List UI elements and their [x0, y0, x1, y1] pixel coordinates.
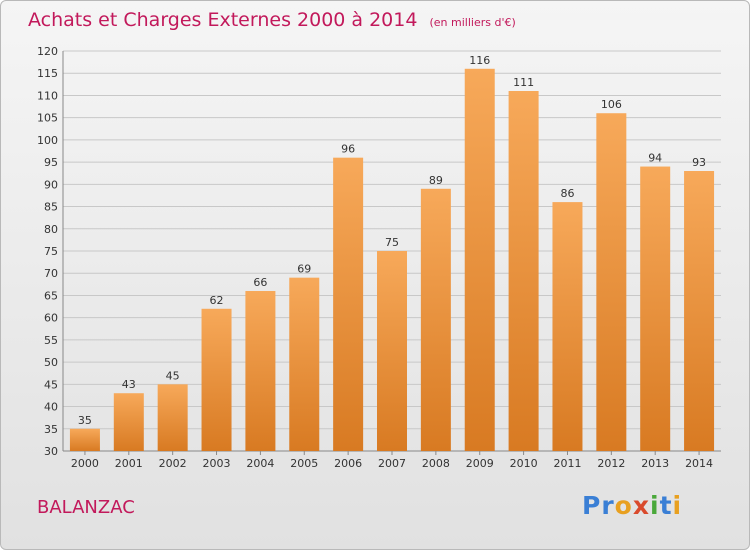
bar-value-label: 111: [513, 76, 534, 89]
x-tick-label: 2014: [685, 457, 713, 470]
logo-letter: x: [632, 491, 650, 520]
logo-letter: i: [650, 491, 660, 520]
bar: [245, 291, 276, 451]
bar: [201, 308, 232, 451]
x-tick-label: 2003: [203, 457, 231, 470]
bar: [552, 202, 583, 451]
y-tick-label: 75: [44, 245, 58, 258]
bar-value-label: 106: [601, 98, 622, 111]
x-tick-label: 2010: [510, 457, 538, 470]
bar-value-label: 94: [648, 152, 662, 165]
bar-value-label: 62: [210, 294, 224, 307]
bar-value-label: 96: [341, 143, 355, 156]
bar: [596, 113, 627, 451]
bar: [464, 68, 495, 452]
bar-value-label: 45: [166, 369, 180, 382]
x-tick-label: 2011: [553, 457, 581, 470]
place-name: BALANZAC: [37, 497, 135, 518]
logo-letter: i: [672, 491, 683, 520]
x-tick-label: 2013: [641, 457, 669, 470]
y-tick-label: 65: [44, 289, 58, 302]
x-tick-label: 2005: [290, 457, 318, 470]
logo-letter: P: [582, 491, 602, 520]
x-tick-label: 2004: [246, 457, 274, 470]
y-tick-label: 105: [37, 112, 58, 125]
x-tick-label: 2002: [159, 457, 187, 470]
bar-value-label: 86: [560, 187, 574, 200]
y-tick-label: 35: [44, 423, 58, 436]
bar-value-label: 43: [122, 378, 136, 391]
bar-value-label: 75: [385, 236, 399, 249]
bar: [69, 428, 100, 451]
y-tick-label: 70: [44, 267, 58, 280]
bar: [157, 384, 188, 451]
chart-title: Achats et Charges Externes 2000 à 2014 (…: [28, 9, 516, 31]
y-tick-label: 30: [44, 445, 58, 458]
y-tick-label: 95: [44, 156, 58, 169]
y-tick-label: 100: [37, 134, 58, 147]
y-tick-label: 120: [37, 45, 58, 58]
bar: [640, 166, 671, 452]
y-tick-label: 50: [44, 356, 58, 369]
logo-letter: o: [614, 491, 633, 520]
y-tick-label: 90: [44, 178, 58, 191]
proxiti-logo: Proxiti: [582, 491, 682, 520]
bar-value-label: 116: [469, 54, 490, 67]
bar: [377, 251, 407, 451]
x-tick-label: 2008: [422, 457, 450, 470]
x-tick-label: 2006: [334, 457, 362, 470]
bar: [684, 171, 715, 451]
bar-value-label: 89: [429, 174, 443, 187]
bar-value-label: 93: [692, 156, 706, 169]
y-tick-label: 115: [37, 67, 58, 80]
chart-unit-note: (en milliers d'€): [429, 16, 516, 29]
x-tick-label: 2012: [597, 457, 625, 470]
chart-title-text: Achats et Charges Externes 2000 à 2014: [28, 9, 418, 31]
y-tick-label: 80: [44, 223, 58, 236]
x-tick-label: 2009: [466, 457, 494, 470]
x-tick-label: 2001: [115, 457, 143, 470]
y-tick-label: 110: [37, 89, 58, 102]
y-tick-label: 40: [44, 401, 58, 414]
y-tick-label: 55: [44, 334, 58, 347]
bar: [113, 393, 144, 451]
bar: [289, 277, 320, 451]
y-tick-label: 85: [44, 201, 58, 214]
y-tick-label: 60: [44, 312, 58, 325]
logo-letter: r: [601, 491, 615, 520]
bar-value-label: 35: [78, 414, 92, 427]
bar: [420, 188, 451, 451]
y-tick-label: 45: [44, 378, 58, 391]
bar-value-label: 69: [297, 263, 311, 276]
bar: [508, 91, 539, 451]
x-tick-label: 2007: [378, 457, 406, 470]
bar-value-label: 66: [253, 276, 267, 289]
x-tick-label: 2000: [71, 457, 99, 470]
logo-letter: t: [659, 491, 673, 520]
bar: [333, 157, 364, 451]
